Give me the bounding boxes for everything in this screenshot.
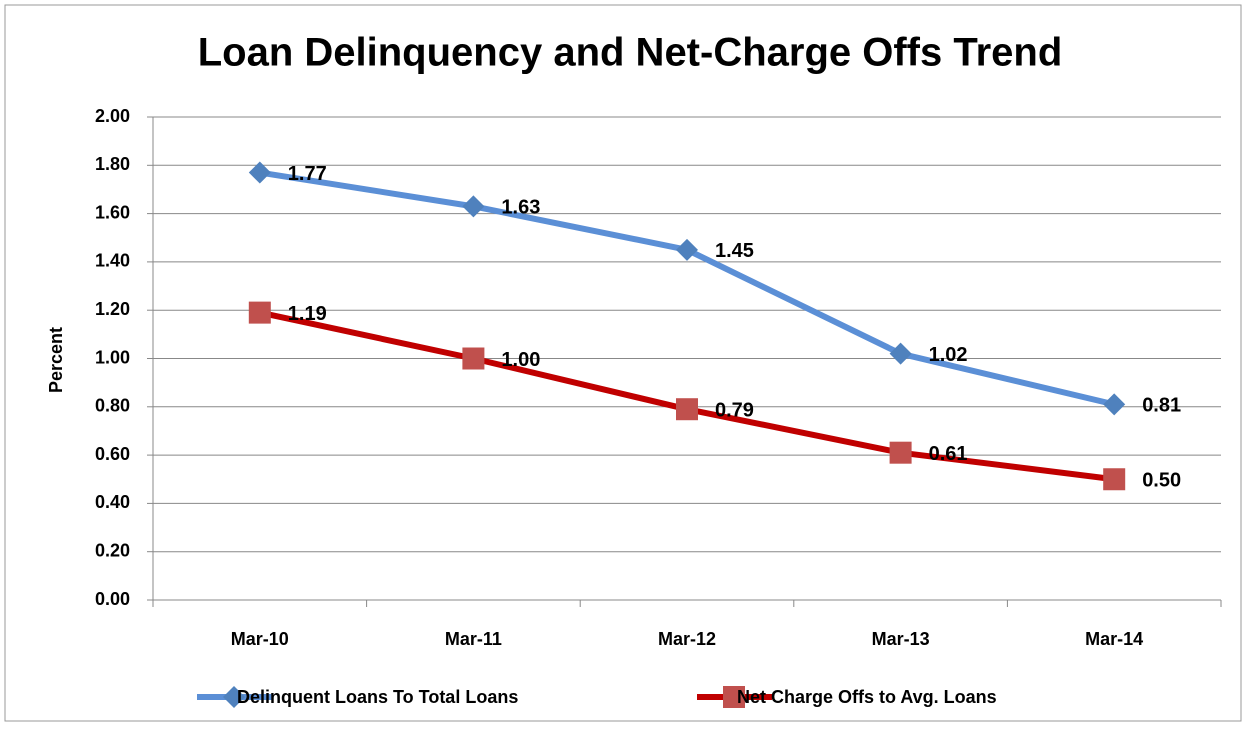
data-label: 1.19: [288, 303, 327, 325]
data-label: 1.00: [501, 349, 540, 371]
legend-marker: [723, 686, 745, 708]
x-tick-label: Mar-13: [872, 629, 930, 649]
y-tick-label: 0.00: [95, 589, 130, 609]
marker: [248, 161, 271, 184]
marker: [676, 238, 698, 261]
y-tick-label: 0.80: [95, 396, 130, 416]
marker: [248, 301, 271, 324]
marker: [462, 347, 485, 370]
x-tick-label: Mar-12: [658, 629, 716, 649]
data-label: 0.81: [1142, 395, 1181, 417]
legend-marker: [223, 686, 245, 708]
data-label: 1.02: [929, 344, 968, 366]
y-tick-label: 0.20: [95, 540, 130, 560]
marker: [676, 398, 698, 421]
legend-label: Net Charge Offs to Avg. Loans: [737, 687, 997, 707]
y-tick-label: 1.20: [95, 299, 130, 319]
legend-label: Delinquent Loans To Total Loans: [237, 687, 518, 707]
y-tick-label: 1.00: [95, 347, 130, 367]
x-tick-label: Mar-14: [1085, 629, 1143, 649]
data-label: 1.63: [501, 197, 540, 219]
marker: [889, 441, 912, 464]
y-tick-label: 1.80: [95, 154, 130, 174]
y-tick-label: 0.60: [95, 444, 130, 464]
data-label: 0.79: [715, 399, 754, 421]
y-tick-label: 2.00: [95, 106, 130, 126]
y-axis-label: Percent: [46, 327, 66, 393]
chart-border: [4, 4, 1242, 722]
data-label: 1.77: [288, 163, 327, 185]
data-label: 0.50: [1142, 470, 1181, 492]
chart-title: Loan Delinquency and Net-Charge Offs Tre…: [198, 31, 1063, 75]
marker: [1103, 468, 1126, 491]
marker: [1103, 393, 1126, 416]
marker: [462, 195, 485, 218]
data-label: 1.45: [715, 240, 754, 262]
data-label: 0.61: [929, 443, 968, 465]
x-tick-label: Mar-10: [231, 629, 289, 649]
y-tick-label: 0.40: [95, 492, 130, 512]
marker: [889, 342, 912, 365]
x-tick-label: Mar-11: [445, 629, 502, 649]
y-tick-label: 1.40: [95, 251, 130, 271]
y-tick-label: 1.60: [95, 202, 130, 222]
